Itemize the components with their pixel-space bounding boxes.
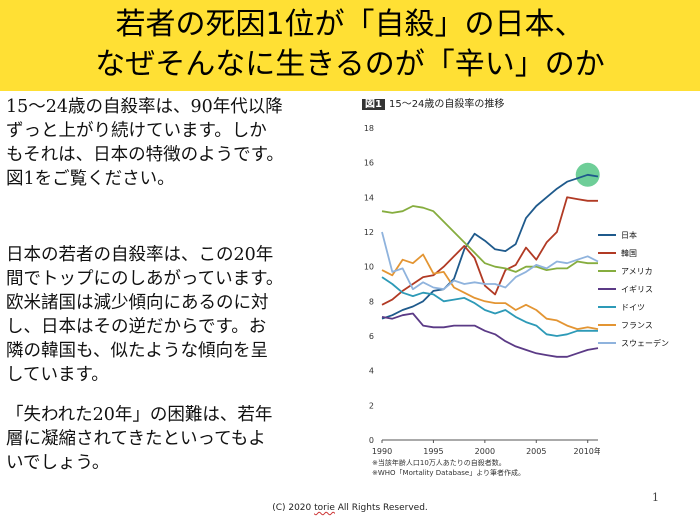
y-tick-label: 6 [369, 332, 374, 341]
y-tick-label: 2 [369, 401, 374, 410]
legend-swatch [598, 270, 616, 272]
body-paragraph-2: 日本の若者の自殺率は、この20年 間でトップにのしあがっています。 欧米諸国は減… [6, 245, 284, 385]
x-tick-label: 1995 [423, 447, 443, 456]
body-paragraph-1: 15～24歳の自殺率は、90年代以降 ずっと上がり続けています。しか もそれは、… [6, 97, 284, 189]
legend-label: フランス [621, 320, 653, 330]
legend-label: 日本 [621, 230, 637, 240]
legend-swatch [598, 306, 616, 308]
copyright-notice: (C) 2020 torie All Rights Reserved. [0, 503, 700, 513]
y-tick-label: 14 [364, 193, 374, 202]
legend-swatch [598, 288, 616, 290]
suicide-rate-line-chart: 0 2 4 6 8 10 12 14 16 18 1990 1995 2000 2005 2010年 [364, 124, 600, 456]
figure-number: 図1 [362, 99, 385, 110]
figure-label: 図1 15～24歳の自殺率の推移 [362, 95, 504, 110]
body-paragraph-3: 「失われた20年」の困難は、若年 層に凝縮されてきたといってもよ いでしょう。 [6, 405, 273, 473]
series-line-4 [381, 276, 598, 337]
figure-notes: ※当該年齢人口10万人あたりの自殺者数。 ※WHO「Mortality Data… [372, 459, 526, 477]
y-tick-label: 4 [369, 367, 374, 376]
legend-item: アメリカ [598, 262, 669, 280]
copyright-name: torie [314, 503, 335, 513]
legend-swatch [598, 234, 616, 236]
x-tick-label: 2000 [475, 447, 495, 456]
y-tick-label: 12 [364, 228, 374, 237]
y-tick-label: 10 [364, 263, 374, 272]
chart-legend: 日本韓国アメリカイギリスドイツフランススウェーデン [598, 226, 669, 352]
copyright-prefix: (C) 2020 [272, 503, 315, 513]
legend-label: スウェーデン [621, 338, 669, 348]
series-line-3 [381, 312, 599, 358]
legend-item: 日本 [598, 226, 669, 244]
title-banner: 若者の死因1位が「自殺」の日本、 なぜそんなに生きるのが「辛い」のか [0, 0, 700, 91]
legend-swatch [598, 252, 616, 254]
page-number: 1 [652, 491, 659, 504]
legend-item: ドイツ [598, 298, 669, 316]
legend-label: イギリス [621, 284, 653, 294]
y-tick-label: 0 [369, 436, 374, 445]
y-tick-label: 16 [364, 159, 374, 168]
legend-item: フランス [598, 316, 669, 334]
chart-title: 15～24歳の自殺率の推移 [388, 99, 505, 110]
chart-axes: 0 2 4 6 8 10 12 14 16 18 1990 1995 2000 2005 2010年 [364, 124, 600, 456]
legend-label: アメリカ [621, 266, 653, 276]
legend-label: 韓国 [621, 248, 637, 258]
series-line-0 [381, 173, 599, 320]
chart-lines [381, 162, 600, 358]
legend-label: ドイツ [621, 302, 645, 312]
series-line-5 [381, 253, 599, 331]
x-tick-label: 2005 [526, 447, 546, 456]
copyright-suffix: All Rights Reserved. [334, 503, 428, 513]
series-line-6 [381, 231, 599, 291]
y-tick-label: 8 [369, 297, 374, 306]
legend-swatch [598, 324, 616, 326]
page-title-line-2: なぜそんなに生きるのが「辛い」のか [95, 47, 605, 82]
legend-swatch [598, 342, 616, 344]
legend-item: イギリス [598, 280, 669, 298]
page-title-line-1: 若者の死因1位が「自殺」の日本、 [115, 7, 585, 42]
x-tick-label: 2010年 [574, 446, 600, 456]
legend-item: 韓国 [598, 244, 669, 262]
y-tick-label: 18 [364, 124, 374, 133]
series-line-2 [381, 205, 598, 273]
legend-item: スウェーデン [598, 334, 669, 352]
series-line-1 [381, 196, 598, 306]
x-tick-label: 1990 [372, 447, 392, 456]
